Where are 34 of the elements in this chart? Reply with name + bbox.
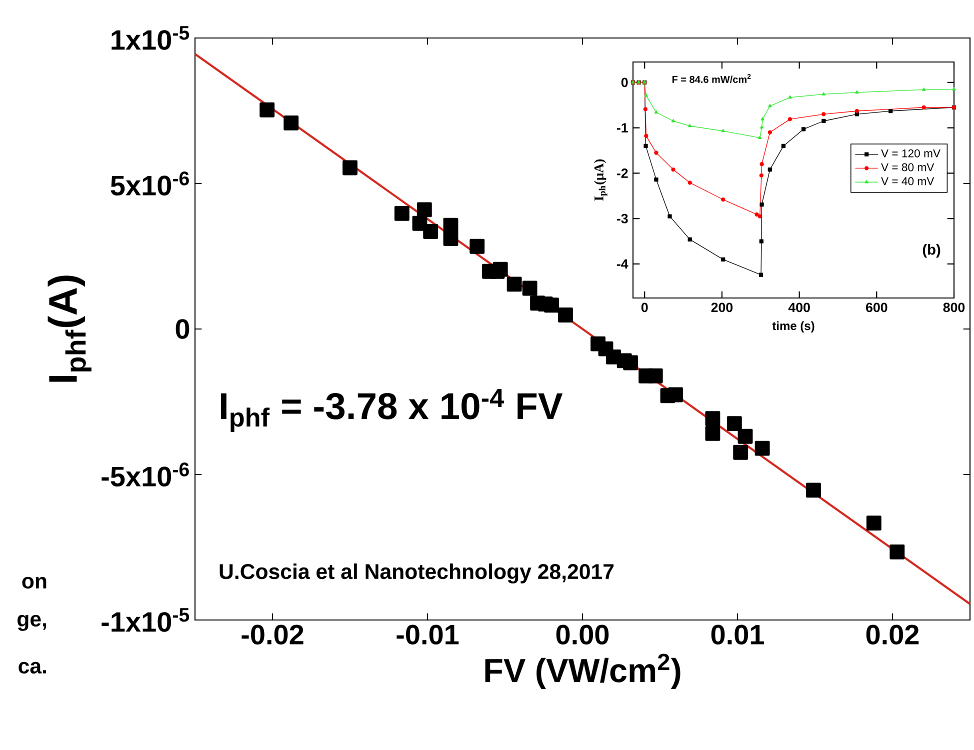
y-tick-label: 0 (176, 319, 190, 339)
x-tick-label: -0.01 (396, 624, 459, 645)
y-tick-label: -1x10$^{-5}$ (102, 608, 190, 632)
x-tick-label: 0.01 (711, 624, 764, 645)
annotation: (b) (922, 244, 940, 258)
y-tick-label: -5x10$^{-6}$ (102, 462, 189, 486)
x-tick-label: 400 (788, 302, 810, 312)
x-tick-label: 0.02 (866, 624, 919, 645)
annotation: U.Coscia et al Nanotechnology 28,2017 (220, 563, 614, 584)
text: ge, (18, 614, 46, 631)
x-axis-title: time (s) (772, 321, 814, 332)
y-axis-title: I$_{phf}$(A) (48, 276, 92, 382)
legend-label: V = 120 mV (881, 149, 940, 158)
x-tick-label: -0.02 (242, 624, 304, 645)
legend-label: V = 80 mV (881, 163, 934, 172)
y-tick-label: -1 (616, 123, 628, 132)
legend-label: V = 40 mV (881, 177, 934, 186)
y-tick-label: 1x10$^{-5}$ (112, 26, 190, 50)
annotation: I$_{phf}$ = -3.78 x 10$^{-4}$ FV (221, 388, 563, 432)
y-tick-label: -3 (616, 214, 628, 224)
annotation: F = 84.6 mW/cm$^{2}$ (672, 74, 751, 84)
text: on (22, 576, 46, 589)
y-tick-label: -2 (616, 168, 628, 178)
x-tick-label: 200 (711, 302, 733, 312)
x-axis-title: FV (VW/cm$^{2}$) (485, 654, 680, 689)
y-tick-label: -4 (616, 259, 628, 269)
x-tick-label: 0.00 (556, 624, 609, 645)
y-tick-label: 0 (621, 78, 628, 88)
y-axis-title: I$_{ph}$(μA) (594, 159, 608, 201)
text: ca. (18, 662, 46, 674)
x-tick-label: 600 (866, 302, 888, 312)
x-tick-label: 0 (641, 302, 648, 312)
y-tick-label: 5x10$^{-6}$ (110, 172, 189, 196)
x-tick-label: 800 (943, 302, 965, 312)
